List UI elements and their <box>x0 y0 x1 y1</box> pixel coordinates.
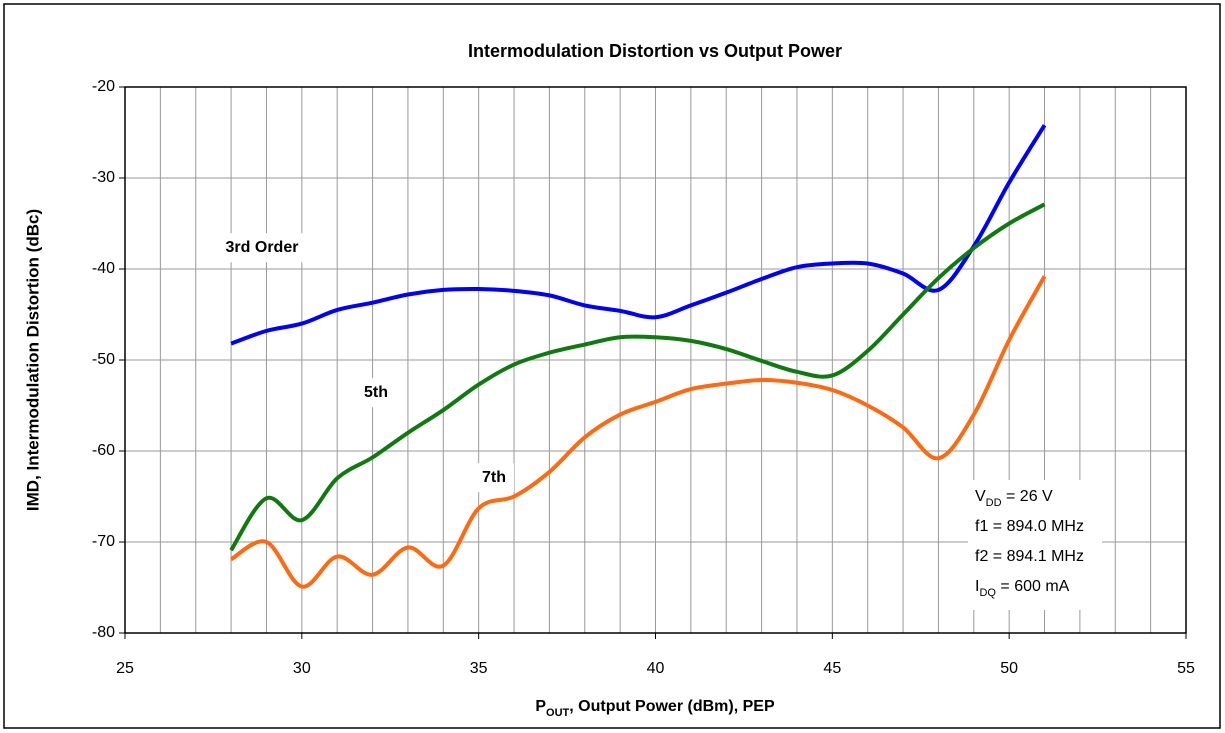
series-label-bg <box>356 378 396 408</box>
x-tick-label: 50 <box>1000 660 1018 677</box>
series-line <box>229 202 1046 552</box>
annotation-part: DQ <box>979 587 996 599</box>
annotation-part: V <box>975 488 986 505</box>
x-axis-label-part: OUT <box>546 707 570 719</box>
y-tick-label: -40 <box>92 260 115 277</box>
x-tick-label: 40 <box>647 660 665 677</box>
series-label-bg <box>217 233 307 263</box>
series-label-bg <box>474 463 514 493</box>
series-label: 7th <box>482 469 506 486</box>
y-tick-label: -60 <box>92 442 115 459</box>
plot-border <box>124 86 1187 634</box>
chart-title: Intermodulation Distortion vs Output Pow… <box>468 41 842 61</box>
annotation-line: VDD = 26 V <box>975 488 1053 509</box>
annotation-line: IDQ = 600 mA <box>975 578 1070 599</box>
x-axis-label: POUT, Output Power (dBm), PEP <box>535 698 775 719</box>
annotation-bg <box>968 480 1102 610</box>
annotation-line: f2 = 894.1 MHz <box>975 548 1084 565</box>
y-tick-label: -70 <box>92 533 115 550</box>
annotation-part: f2 = 894.1 MHz <box>975 548 1084 565</box>
x-axis-label-part: , Output Power (dBm), PEP <box>569 698 775 715</box>
x-tick-label: 55 <box>1177 660 1195 677</box>
y-tick-label: -30 <box>92 169 115 186</box>
series-label: 3rd Order <box>226 239 299 256</box>
x-tick-label: 25 <box>116 660 134 677</box>
annotation-part: = 600 mA <box>996 578 1070 595</box>
y-axis-label: IMD, Intermodulation Distortion (dBc) <box>23 209 42 511</box>
y-tick-label: -80 <box>92 624 115 641</box>
annotation-line: f1 = 894.0 MHz <box>975 518 1084 535</box>
annotation-part: I <box>975 578 979 595</box>
series-label: 5th <box>364 384 388 401</box>
annotation-part: DD <box>986 497 1002 509</box>
series-line <box>230 275 1047 589</box>
series-line <box>230 124 1047 346</box>
annotation-part: = 26 V <box>1002 488 1053 505</box>
x-tick-label: 45 <box>823 660 841 677</box>
x-axis-label-part: P <box>535 698 546 715</box>
annotation-part: f1 = 894.0 MHz <box>975 518 1084 535</box>
y-tick-label: -20 <box>92 78 115 95</box>
y-tick-label: -50 <box>92 351 115 368</box>
x-tick-label: 30 <box>293 660 311 677</box>
x-tick-label: 35 <box>470 660 488 677</box>
